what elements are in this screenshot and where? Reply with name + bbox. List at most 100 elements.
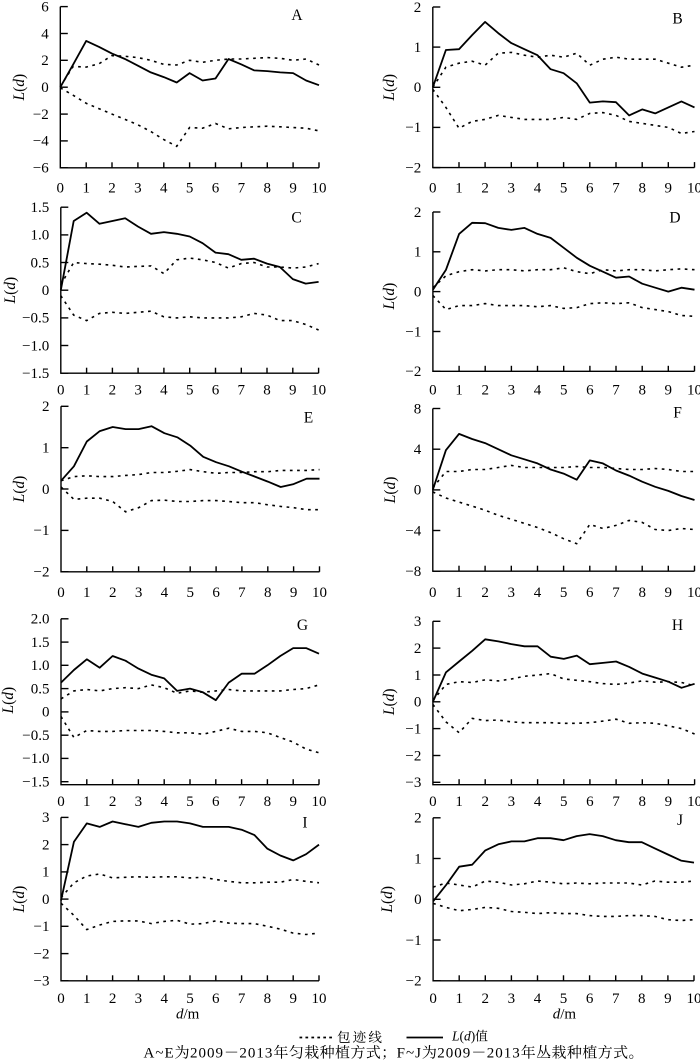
- svg-text:J: J: [677, 812, 683, 829]
- svg-text:1: 1: [83, 585, 91, 601]
- svg-text:3: 3: [508, 382, 516, 398]
- svg-text:−1: −1: [405, 721, 421, 737]
- svg-text:7: 7: [612, 991, 620, 1007]
- svg-text:8: 8: [264, 585, 272, 601]
- svg-text:3: 3: [508, 181, 516, 197]
- svg-text:2: 2: [109, 382, 117, 398]
- svg-text:2: 2: [42, 837, 50, 853]
- svg-text:2: 2: [108, 181, 116, 197]
- svg-text:5: 5: [186, 382, 194, 398]
- svg-text:4: 4: [534, 585, 542, 601]
- svg-text:2: 2: [41, 53, 49, 69]
- svg-text:10: 10: [687, 794, 700, 810]
- svg-text:2.0: 2.0: [31, 612, 50, 628]
- svg-text:E: E: [304, 410, 313, 427]
- svg-text:−3: −3: [34, 974, 50, 990]
- svg-text:5: 5: [560, 585, 568, 601]
- svg-text:9: 9: [289, 181, 297, 197]
- svg-text:−2: −2: [405, 748, 421, 764]
- svg-text:−2: −2: [33, 107, 49, 123]
- svg-text:4: 4: [160, 382, 168, 398]
- svg-text:1: 1: [82, 181, 90, 197]
- svg-text:−1.0: −1.0: [22, 338, 49, 354]
- svg-text:L(d): L(d): [11, 476, 28, 504]
- svg-text:1: 1: [83, 382, 91, 398]
- svg-text:−2: −2: [34, 565, 50, 581]
- svg-text:6: 6: [212, 794, 220, 810]
- svg-text:2: 2: [481, 585, 489, 601]
- svg-text:7: 7: [612, 181, 620, 197]
- svg-text:−0.5: −0.5: [22, 311, 49, 327]
- svg-text:−1.0: −1.0: [22, 751, 49, 767]
- svg-text:2009: 2009: [190, 1046, 224, 1062]
- svg-text:1: 1: [414, 245, 422, 261]
- svg-text:0: 0: [42, 892, 50, 908]
- svg-text:10: 10: [312, 794, 327, 810]
- svg-text:3: 3: [508, 991, 516, 1007]
- svg-text:2: 2: [482, 991, 490, 1007]
- svg-text:8: 8: [639, 794, 647, 810]
- svg-text:10: 10: [687, 181, 700, 197]
- svg-text:F~J: F~J: [397, 1046, 422, 1062]
- svg-text:1: 1: [414, 40, 422, 56]
- svg-text:F: F: [673, 405, 682, 422]
- svg-text:0: 0: [414, 892, 422, 908]
- svg-text:0: 0: [414, 483, 422, 499]
- svg-text:1: 1: [83, 991, 91, 1007]
- svg-text:6: 6: [212, 991, 220, 1007]
- svg-text:−1: −1: [405, 120, 421, 136]
- svg-text:9: 9: [665, 181, 673, 197]
- svg-text:0: 0: [41, 80, 49, 96]
- svg-text:0: 0: [429, 585, 437, 601]
- svg-text:1: 1: [455, 181, 463, 197]
- svg-text:L(d): L(d): [381, 688, 398, 716]
- svg-text:0: 0: [57, 382, 65, 398]
- svg-text:1: 1: [42, 865, 50, 881]
- svg-text:0: 0: [42, 482, 50, 498]
- svg-text:7: 7: [238, 991, 246, 1007]
- svg-text:2: 2: [481, 794, 489, 810]
- svg-text:10: 10: [312, 991, 327, 1007]
- svg-text:9: 9: [289, 382, 297, 398]
- svg-text:L(d): L(d): [0, 687, 17, 715]
- svg-text:2: 2: [109, 585, 117, 601]
- svg-text:1: 1: [455, 794, 463, 810]
- svg-text:1: 1: [455, 382, 463, 398]
- svg-text:0: 0: [57, 794, 65, 810]
- svg-text:−1.5: −1.5: [22, 775, 49, 791]
- svg-text:d/m: d/m: [553, 1007, 577, 1023]
- svg-text:C: C: [291, 210, 301, 227]
- svg-text:7: 7: [612, 382, 620, 398]
- svg-text:0.5: 0.5: [31, 681, 50, 697]
- svg-text:−1.5: −1.5: [22, 366, 49, 382]
- svg-text:1: 1: [414, 851, 422, 867]
- svg-text:7: 7: [238, 382, 246, 398]
- svg-text:L(d): L(d): [11, 74, 28, 102]
- svg-text:−6: −6: [33, 161, 49, 177]
- svg-text:0: 0: [57, 585, 65, 601]
- svg-text:2: 2: [481, 181, 489, 197]
- svg-text:0: 0: [429, 181, 437, 197]
- svg-text:3: 3: [134, 181, 142, 197]
- svg-text:1: 1: [83, 794, 91, 810]
- svg-text:6: 6: [212, 585, 220, 601]
- svg-text:H: H: [672, 617, 683, 634]
- svg-text:2: 2: [414, 811, 422, 827]
- svg-text:0: 0: [57, 181, 65, 197]
- svg-text:−2: −2: [405, 160, 421, 176]
- svg-text:8: 8: [264, 991, 272, 1007]
- svg-text:B: B: [672, 11, 682, 28]
- svg-text:I: I: [302, 815, 307, 832]
- svg-text:7: 7: [612, 794, 620, 810]
- svg-text:L(d): L(d): [381, 74, 398, 102]
- svg-text:9: 9: [665, 585, 673, 601]
- svg-text:L(d): L(d): [11, 886, 28, 914]
- svg-text:4: 4: [160, 991, 168, 1007]
- svg-text:8: 8: [638, 382, 646, 398]
- svg-text:1: 1: [455, 991, 463, 1007]
- svg-text:10: 10: [687, 382, 700, 398]
- svg-text:4: 4: [534, 181, 542, 197]
- svg-text:2: 2: [42, 399, 50, 415]
- svg-text:6: 6: [586, 991, 594, 1007]
- svg-text:10: 10: [312, 181, 327, 197]
